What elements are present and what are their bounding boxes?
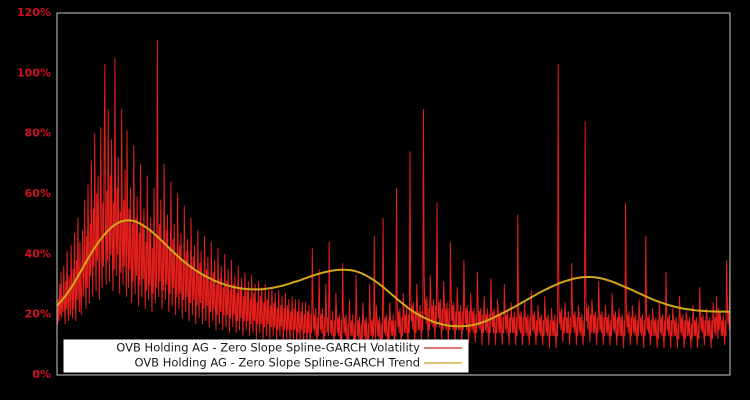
legend-item-label: OVB Holding AG - Zero Slope Spline-GARCH… (116, 341, 420, 355)
y-axis-tick-label: 80% (25, 127, 51, 140)
plot-frame (56, 12, 731, 376)
legend-item-label: OVB Holding AG - Zero Slope Spline-GARCH… (134, 356, 420, 370)
y-axis-tick-label: 60% (25, 187, 51, 200)
chart-legend[interactable]: OVB Holding AG - Zero Slope Spline-GARCH… (63, 339, 469, 373)
y-axis-tick-label: 20% (25, 308, 51, 321)
chart-series-group (56, 39, 731, 352)
series-trend-line (56, 219, 730, 328)
y-axis-tick-labels: 0% 20% 40% 60% 80% 100% 120% (17, 6, 51, 381)
y-axis-tick-label: 100% (17, 66, 51, 79)
y-axis-tick-label: 40% (25, 247, 51, 260)
y-axis-tick-label: 120% (17, 6, 51, 19)
series-volatility-line (56, 39, 731, 352)
legend-background (63, 339, 469, 373)
y-axis-tick-label: 0% (32, 368, 51, 381)
